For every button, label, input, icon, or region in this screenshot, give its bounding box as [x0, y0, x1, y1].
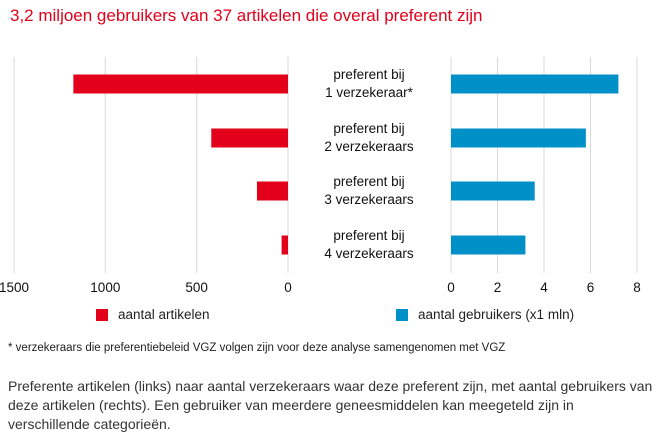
- left-tick-label: 0: [284, 280, 292, 295]
- category-label-line1: preferent bij: [333, 228, 405, 243]
- category-label-line2: 2 verzekeraars: [324, 139, 414, 154]
- right-tick-label: 2: [494, 280, 502, 295]
- bar-gebruikers: [451, 181, 535, 201]
- right-tick-label: 6: [587, 280, 595, 295]
- category-label: preferent bij 4 verzekeraars: [294, 227, 444, 263]
- bar-artikelen: [211, 128, 288, 148]
- bar-gebruikers: [451, 128, 586, 148]
- legend-label-gebruikers: aantal gebruikers (x1 mln): [418, 307, 575, 322]
- category-label: preferent bij 3 verzekeraars: [294, 173, 444, 209]
- legend-label-artikelen: aantal artikelen: [118, 307, 210, 322]
- left-tick-label: 1000: [90, 280, 120, 295]
- category-label-line2: 4 verzekeraars: [324, 246, 414, 261]
- legend-swatch-gebruikers: [396, 308, 408, 321]
- category-label-line2: 1 verzekeraar*: [325, 85, 413, 100]
- bar-artikelen: [256, 181, 288, 201]
- legend-right: aantal gebruikers (x1 mln): [396, 307, 574, 322]
- bar-artikelen: [281, 235, 288, 255]
- right-tick-label: 4: [540, 280, 548, 295]
- right-tick-label: 0: [447, 280, 455, 295]
- caption: Preferente artikelen (links) naar aantal…: [8, 378, 653, 432]
- footnote: * verzekeraars die preferentiebeleid VGZ…: [8, 342, 506, 354]
- category-label: preferent bij 2 verzekeraars: [294, 120, 444, 156]
- category-label-line1: preferent bij: [333, 121, 405, 136]
- category-label-line1: preferent bij: [333, 174, 405, 189]
- left-tick-label: 500: [185, 280, 208, 295]
- category-label: preferent bij 1 verzekeraar*: [294, 66, 444, 102]
- category-label-line2: 3 verzekeraars: [324, 192, 414, 207]
- bar-gebruikers: [451, 74, 619, 94]
- legend-left: aantal artikelen: [96, 307, 210, 322]
- right-tick-label: 8: [633, 280, 641, 295]
- chart-title: 3,2 miljoen gebruikers van 37 artikelen …: [10, 6, 483, 25]
- legend-swatch-artikelen: [96, 308, 108, 321]
- bar-gebruikers: [451, 235, 526, 255]
- bar-artikelen: [73, 74, 288, 94]
- chart-area: 1500 1000 500 0 0 2 4 6 8: [0, 57, 641, 295]
- left-tick-label: 1500: [0, 280, 29, 295]
- category-label-line1: preferent bij: [333, 67, 405, 82]
